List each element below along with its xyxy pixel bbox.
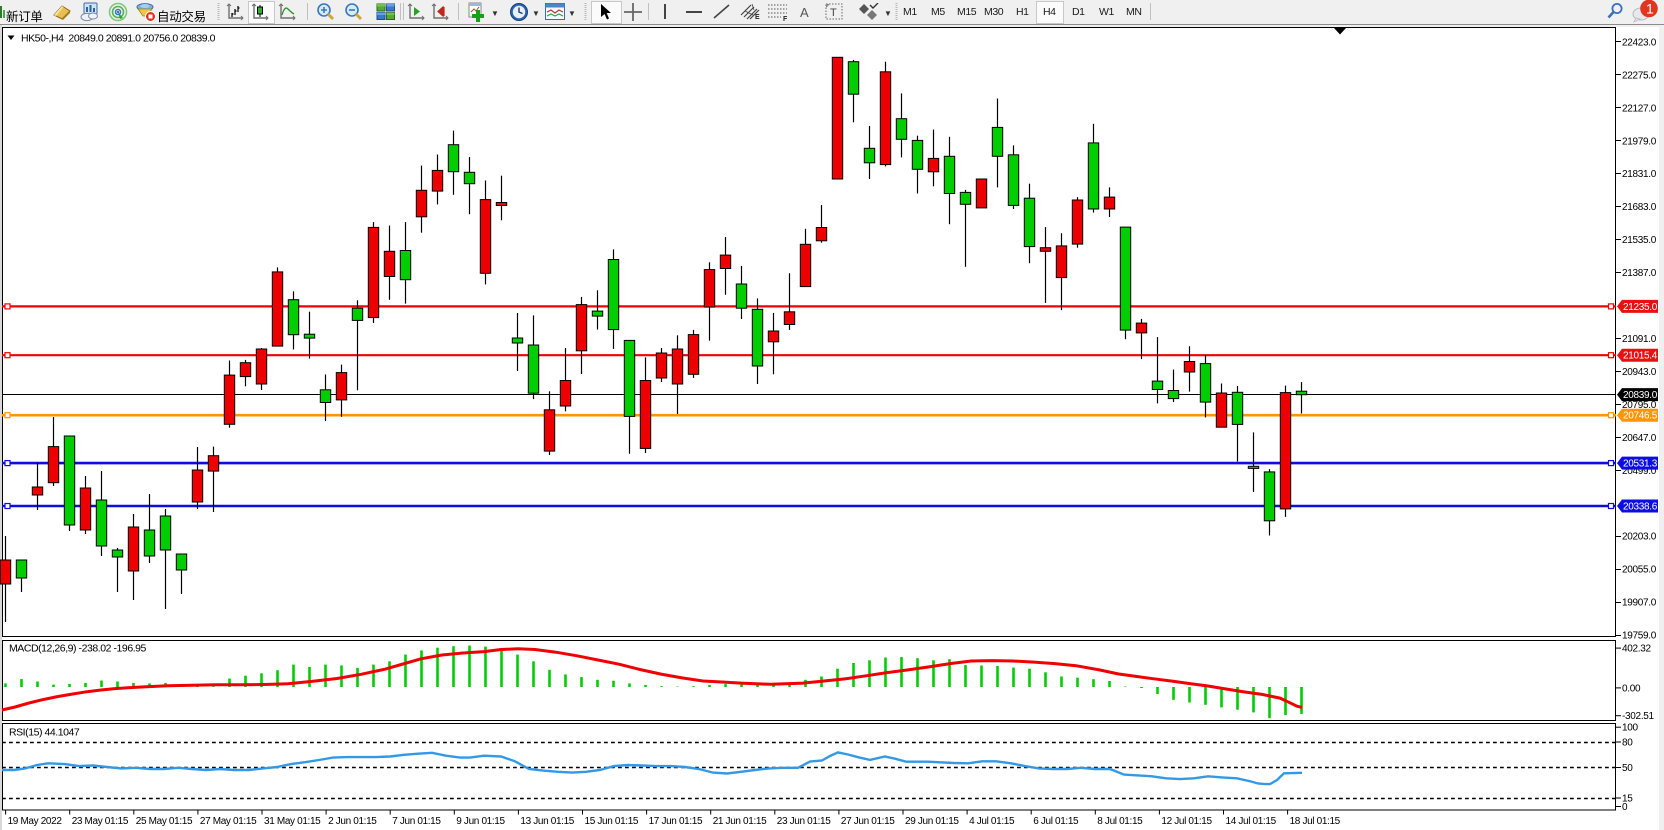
svg-text:20499.0: 20499.0	[1622, 466, 1657, 477]
svg-text:19759.0: 19759.0	[1622, 631, 1657, 642]
svg-text:15 Jun 01:15: 15 Jun 01:15	[585, 816, 639, 827]
svg-text:21 Jun 01:15: 21 Jun 01:15	[713, 816, 767, 827]
svg-text:20531.3: 20531.3	[1623, 459, 1658, 470]
svg-text:15: 15	[1622, 794, 1633, 805]
svg-text:22275.0: 22275.0	[1622, 70, 1657, 81]
svg-text:17 Jun 01:15: 17 Jun 01:15	[649, 816, 703, 827]
svg-text:29 Jun 01:15: 29 Jun 01:15	[905, 816, 959, 827]
svg-text:23 Jun 01:15: 23 Jun 01:15	[777, 816, 831, 827]
svg-text:9 Jun 01:15: 9 Jun 01:15	[456, 816, 505, 827]
svg-text:21683.0: 21683.0	[1622, 202, 1657, 213]
svg-text:21091.0: 21091.0	[1622, 334, 1657, 345]
svg-text:20647.0: 20647.0	[1622, 433, 1657, 444]
svg-text:80: 80	[1622, 738, 1633, 749]
svg-text:18 Jul 01:15: 18 Jul 01:15	[1290, 816, 1341, 827]
svg-text:14 Jul 01:15: 14 Jul 01:15	[1226, 816, 1277, 827]
svg-text:12 Jul 01:15: 12 Jul 01:15	[1161, 816, 1212, 827]
svg-text:31 May 01:15: 31 May 01:15	[264, 816, 321, 827]
svg-text:4 Jul 01:15: 4 Jul 01:15	[969, 816, 1015, 827]
svg-text:21535.0: 21535.0	[1622, 235, 1657, 246]
svg-text:13 Jun 01:15: 13 Jun 01:15	[520, 816, 574, 827]
svg-text:19 May 2022: 19 May 2022	[8, 816, 63, 827]
svg-text:-302.51: -302.51	[1622, 711, 1655, 722]
svg-text:100: 100	[1622, 723, 1639, 734]
svg-text:27 Jun 01:15: 27 Jun 01:15	[841, 816, 895, 827]
svg-text:21979.0: 21979.0	[1622, 136, 1657, 147]
svg-text:20943.0: 20943.0	[1622, 367, 1657, 378]
svg-text:HK50-,H4 20849.0 20891.0 2075: HK50-,H4 20849.0 20891.0 20756.0 20839.0	[21, 33, 216, 45]
svg-text:20055.0: 20055.0	[1622, 565, 1657, 576]
svg-text:21015.4: 21015.4	[1623, 351, 1658, 362]
svg-text:21387.0: 21387.0	[1622, 268, 1657, 279]
svg-text:MACD(12,26,9) -238.02 -196.95: MACD(12,26,9) -238.02 -196.95	[9, 643, 147, 655]
svg-text:20839.0: 20839.0	[1623, 390, 1658, 401]
svg-text:0.00: 0.00	[1622, 683, 1641, 694]
svg-text:F: F	[783, 16, 788, 22]
svg-text:20338.6: 20338.6	[1623, 502, 1658, 513]
svg-text:0: 0	[1622, 802, 1628, 813]
svg-text:23 May 01:15: 23 May 01:15	[72, 816, 129, 827]
svg-text:20746.5: 20746.5	[1623, 411, 1658, 422]
svg-text:20795.0: 20795.0	[1622, 400, 1657, 411]
svg-text:1: 1	[1646, 1, 1654, 17]
svg-text:27 May 01:15: 27 May 01:15	[200, 816, 257, 827]
svg-text:8 Jul 01:15: 8 Jul 01:15	[1097, 816, 1143, 827]
svg-text:7 Jun 01:15: 7 Jun 01:15	[392, 816, 441, 827]
svg-text:50: 50	[1622, 763, 1633, 774]
svg-text:20203.0: 20203.0	[1622, 532, 1657, 543]
svg-text:25 May 01:15: 25 May 01:15	[136, 816, 193, 827]
svg-text:22127.0: 22127.0	[1622, 103, 1657, 114]
svg-text:2 Jun 01:15: 2 Jun 01:15	[328, 816, 377, 827]
svg-text:19907.0: 19907.0	[1622, 598, 1657, 609]
svg-text:6 Jul 01:15: 6 Jul 01:15	[1033, 816, 1079, 827]
svg-text:E: E	[755, 14, 760, 21]
svg-text:RSI(15) 44.1047: RSI(15) 44.1047	[9, 727, 80, 739]
svg-text:402.32: 402.32	[1622, 644, 1652, 655]
svg-text:21235.0: 21235.0	[1623, 302, 1658, 313]
svg-text:21831.0: 21831.0	[1622, 169, 1657, 180]
svg-text:T: T	[830, 7, 837, 19]
svg-text:22423.0: 22423.0	[1622, 37, 1657, 48]
